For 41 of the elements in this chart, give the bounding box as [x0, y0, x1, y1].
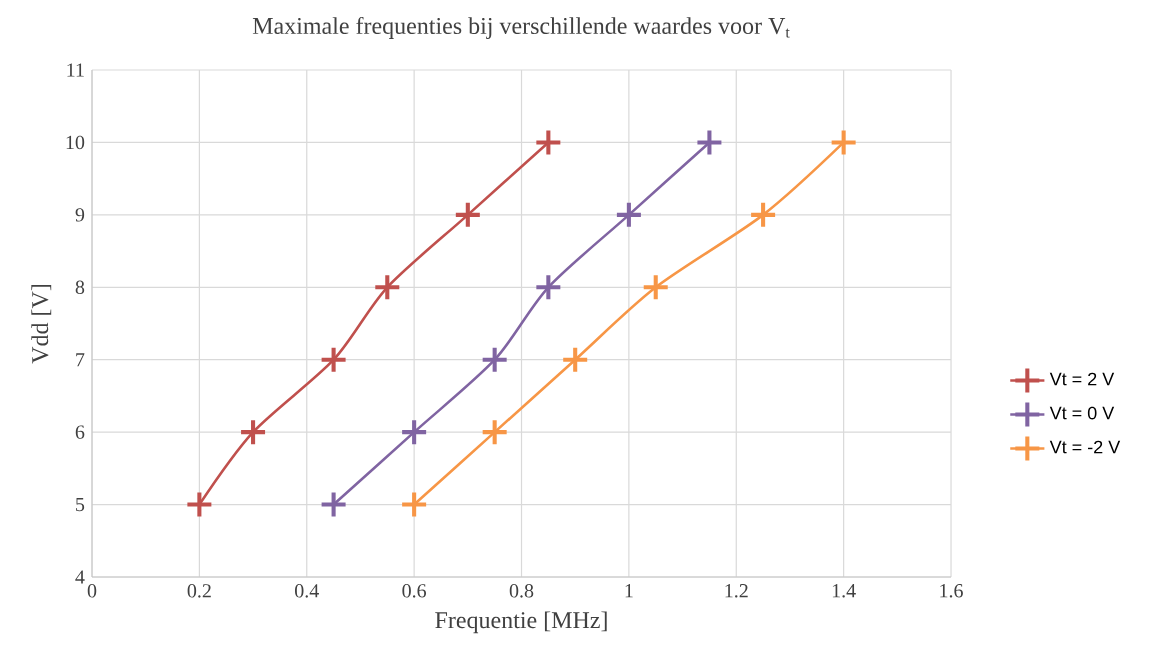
x-axis-title: Frequentie [MHz]	[435, 611, 607, 634]
y-tick-label: 5	[76, 497, 85, 512]
x-tick-label: 0.6	[402, 584, 427, 598]
point	[375, 275, 400, 300]
point	[536, 130, 561, 155]
point	[751, 202, 776, 227]
legend-label: Vt = 2 V	[1049, 372, 1115, 386]
point	[563, 347, 588, 372]
point	[187, 492, 212, 517]
point	[402, 420, 427, 445]
point	[241, 420, 266, 445]
y-tick-label: 7	[76, 353, 85, 367]
y-tick-label: 4	[75, 570, 85, 584]
point	[321, 347, 346, 372]
point	[482, 347, 507, 372]
x-tick-label: 0.4	[295, 584, 319, 598]
x-tick-label: 1.2	[725, 584, 748, 598]
point	[643, 275, 668, 300]
y-tick-label: 10	[66, 135, 85, 150]
point	[616, 202, 641, 227]
y-tick-label: 6	[75, 425, 85, 439]
y-tick-label: 11	[67, 63, 84, 77]
point	[536, 275, 561, 300]
point	[321, 492, 346, 517]
y-tick-label: 9	[75, 208, 85, 222]
x-tick-label: 1	[625, 584, 633, 598]
point	[697, 130, 722, 155]
point	[455, 202, 480, 227]
x-tick-label: 1.4	[832, 584, 856, 598]
y-tick-label: 8	[75, 280, 85, 295]
legend-label: Vt = -2 V	[1049, 440, 1121, 454]
chart-title: Maximale frequenties bij verschillende waardes voor V$_{t}$	[252, 16, 790, 39]
x-tick-label: 0.2	[187, 584, 211, 598]
x-tick-label: 0	[87, 584, 97, 598]
x-tick-label: 0.8	[509, 584, 534, 598]
legend-label: Vt = 0 V	[1049, 406, 1115, 420]
point	[482, 420, 507, 445]
point	[402, 492, 427, 517]
x-tick-label: 1.6	[940, 584, 963, 598]
point	[831, 130, 856, 155]
y-axis-title: Vdd [V]	[31, 284, 52, 364]
